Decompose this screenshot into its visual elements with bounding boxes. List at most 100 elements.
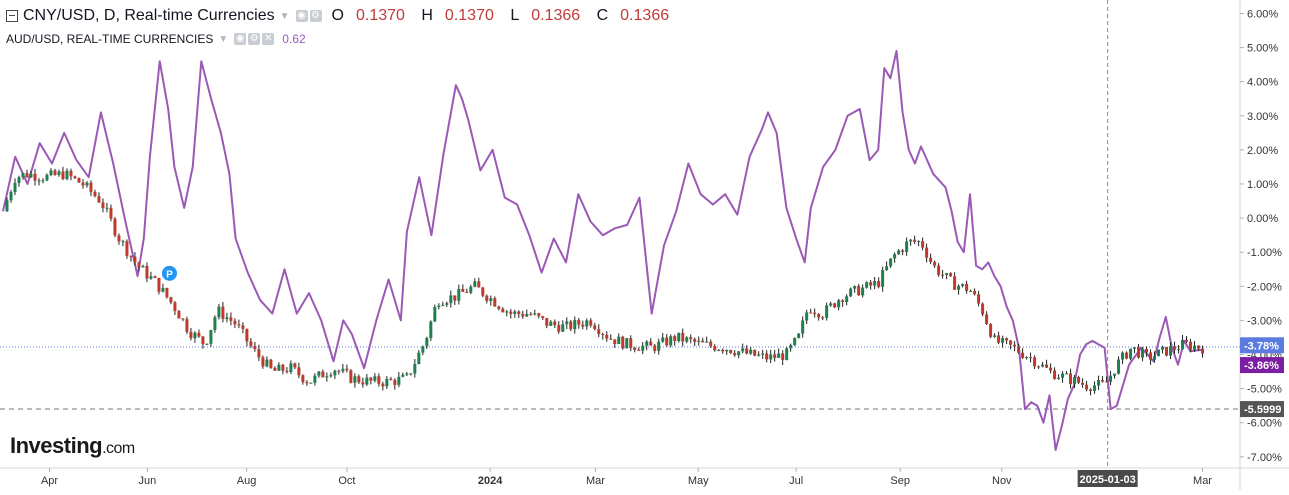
candle-body bbox=[277, 364, 281, 371]
candle-body bbox=[893, 254, 897, 259]
close-icon[interactable]: ✕ bbox=[262, 33, 275, 45]
candle-body bbox=[897, 250, 901, 255]
candle-body bbox=[205, 343, 209, 345]
candle-body bbox=[885, 266, 889, 271]
candle-body bbox=[465, 291, 469, 293]
candle-body bbox=[1165, 347, 1169, 356]
candle-body bbox=[417, 352, 421, 365]
overlay-legend: AUD/USD, REAL-TIME CURRENCIES ▼ ◉ ⚙ ✕ 0.… bbox=[6, 32, 306, 46]
x-tick-label: Jun bbox=[139, 475, 157, 487]
x-tick-label: 2024 bbox=[478, 475, 503, 487]
candle-body bbox=[265, 359, 269, 367]
candle-body bbox=[405, 373, 409, 375]
candle-body bbox=[461, 288, 465, 292]
cny-price-label-bg bbox=[1240, 337, 1284, 354]
candle-body bbox=[1073, 376, 1077, 385]
eye-icon[interactable]: ◉ bbox=[295, 10, 308, 22]
candle-body bbox=[1069, 373, 1073, 385]
candle-body bbox=[281, 364, 285, 371]
candle-body bbox=[693, 339, 697, 342]
candle-body bbox=[61, 171, 65, 180]
candle-body bbox=[77, 177, 81, 183]
aud-price-label: -3.86% bbox=[1244, 360, 1279, 372]
candle-body bbox=[189, 331, 193, 339]
candle-body bbox=[413, 364, 417, 374]
candle-body bbox=[245, 328, 249, 342]
candle-body bbox=[1125, 352, 1129, 359]
candle-body bbox=[161, 287, 165, 292]
candle-body bbox=[741, 348, 745, 352]
symbol-title[interactable]: CNY/USD, D, Real-time Currencies bbox=[23, 7, 275, 24]
candle-body bbox=[713, 346, 717, 351]
candle-body bbox=[853, 285, 857, 289]
candle-body bbox=[373, 376, 377, 381]
candle-body bbox=[869, 282, 873, 286]
chevron-down-icon[interactable]: ▼ bbox=[279, 10, 290, 22]
candle-body bbox=[381, 383, 385, 387]
candle-body bbox=[937, 265, 941, 275]
candle-body bbox=[769, 354, 773, 360]
candle-body bbox=[165, 287, 169, 298]
y-tick-label: -6.00% bbox=[1247, 418, 1282, 430]
candle-body bbox=[969, 290, 973, 292]
event-marker[interactable] bbox=[161, 265, 177, 281]
candle-body bbox=[177, 310, 181, 319]
cursor-date-bg bbox=[1077, 470, 1138, 487]
candle-body bbox=[1121, 352, 1125, 360]
candle-body bbox=[889, 258, 893, 267]
candle-body bbox=[537, 313, 541, 317]
eye-icon[interactable]: ◉ bbox=[234, 33, 247, 45]
candle-body bbox=[509, 311, 513, 314]
investing-logo: Investing.com bbox=[10, 433, 135, 458]
candle-body bbox=[717, 349, 721, 351]
candle-body bbox=[389, 378, 393, 381]
gear-icon[interactable]: ⚙ bbox=[248, 33, 261, 45]
x-tick-label: Apr bbox=[41, 475, 58, 487]
candle-body bbox=[369, 377, 373, 381]
main-legend: CNY/USD, D, Real-time Currencies ▼ ◉ ⚙ O… bbox=[6, 7, 681, 25]
candle-body bbox=[1025, 357, 1029, 359]
candle-body bbox=[961, 283, 965, 286]
candle-body bbox=[169, 297, 173, 303]
y-tick-label: -1.00% bbox=[1247, 247, 1282, 259]
candle-body bbox=[701, 340, 705, 343]
candle-body bbox=[153, 276, 157, 278]
candle-body bbox=[1113, 373, 1117, 376]
candle-body bbox=[33, 173, 37, 181]
candle-body bbox=[581, 324, 585, 327]
candle-body bbox=[1017, 346, 1021, 353]
gear-icon[interactable]: ⚙ bbox=[309, 10, 322, 22]
chevron-down-icon[interactable]: ▼ bbox=[218, 33, 229, 45]
overlay-title[interactable]: AUD/USD, REAL-TIME CURRENCIES bbox=[6, 32, 214, 46]
x-tick-label: Mar bbox=[586, 475, 605, 487]
candle-body bbox=[249, 341, 253, 346]
candle-body bbox=[745, 348, 749, 354]
candle-body bbox=[709, 341, 713, 347]
y-tick-label: 0.00% bbox=[1247, 213, 1278, 225]
candle-body bbox=[105, 207, 109, 209]
candle-body bbox=[809, 312, 813, 314]
collapse-icon[interactable] bbox=[6, 10, 18, 22]
candle-body bbox=[485, 295, 489, 301]
candle-body bbox=[521, 313, 525, 317]
candle-body bbox=[873, 281, 877, 286]
candle-body bbox=[689, 337, 693, 340]
candle-body bbox=[329, 375, 333, 377]
candle-body bbox=[821, 317, 825, 319]
cny-price-label: -3.78% bbox=[1244, 340, 1279, 352]
ohlc-values: O 0.1370 H 0.1370 L 0.1366 C 0.1366 bbox=[332, 7, 682, 25]
candle-body bbox=[737, 351, 741, 356]
x-tick-label: Oct bbox=[338, 475, 355, 487]
candle-body bbox=[825, 305, 829, 318]
candle-body bbox=[1013, 344, 1017, 347]
candle-body bbox=[681, 332, 685, 342]
candle-body bbox=[721, 349, 725, 352]
candle-body bbox=[1041, 364, 1045, 367]
candle-body bbox=[117, 235, 121, 242]
candle-body bbox=[669, 336, 673, 346]
candle-body bbox=[317, 371, 321, 376]
candle-body bbox=[845, 296, 849, 303]
candle-body bbox=[229, 317, 233, 321]
